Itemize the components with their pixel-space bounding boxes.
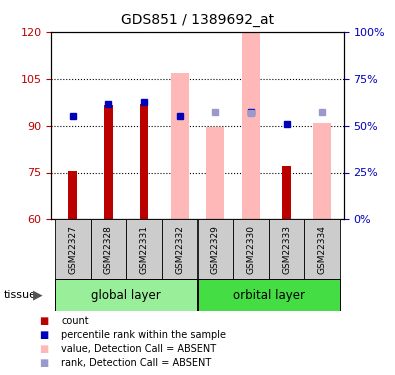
- Bar: [233, 219, 269, 279]
- Bar: [313, 123, 331, 219]
- Text: GSM22330: GSM22330: [246, 225, 256, 274]
- Bar: [162, 219, 198, 279]
- Text: GSM22333: GSM22333: [282, 225, 291, 274]
- Text: GSM22328: GSM22328: [104, 225, 113, 274]
- Text: ■: ■: [40, 344, 49, 354]
- Bar: [55, 279, 198, 311]
- Bar: [104, 105, 113, 219]
- Bar: [269, 219, 305, 279]
- Text: rank, Detection Call = ABSENT: rank, Detection Call = ABSENT: [61, 358, 211, 368]
- Bar: [242, 33, 260, 219]
- Text: GSM22334: GSM22334: [318, 225, 327, 274]
- Bar: [282, 166, 291, 219]
- Bar: [90, 219, 126, 279]
- Text: GDS851 / 1389692_at: GDS851 / 1389692_at: [121, 13, 274, 27]
- Bar: [198, 279, 340, 311]
- Text: GSM22327: GSM22327: [68, 225, 77, 274]
- Text: global layer: global layer: [91, 289, 161, 302]
- Text: ■: ■: [40, 358, 49, 368]
- Bar: [126, 219, 162, 279]
- Text: GSM22329: GSM22329: [211, 225, 220, 274]
- Text: ■: ■: [40, 316, 49, 326]
- Text: percentile rank within the sample: percentile rank within the sample: [61, 330, 226, 340]
- Text: GSM22331: GSM22331: [139, 225, 149, 274]
- Text: ▶: ▶: [33, 289, 42, 302]
- Bar: [207, 127, 224, 219]
- Text: ■: ■: [40, 330, 49, 340]
- Bar: [139, 104, 149, 219]
- Text: GSM22332: GSM22332: [175, 225, 184, 274]
- Bar: [198, 219, 233, 279]
- Bar: [55, 219, 90, 279]
- Text: orbital layer: orbital layer: [233, 289, 305, 302]
- Bar: [68, 171, 77, 219]
- Bar: [305, 219, 340, 279]
- Text: value, Detection Call = ABSENT: value, Detection Call = ABSENT: [61, 344, 216, 354]
- Text: count: count: [61, 316, 89, 326]
- Text: tissue: tissue: [4, 290, 37, 300]
- Bar: [171, 72, 188, 219]
